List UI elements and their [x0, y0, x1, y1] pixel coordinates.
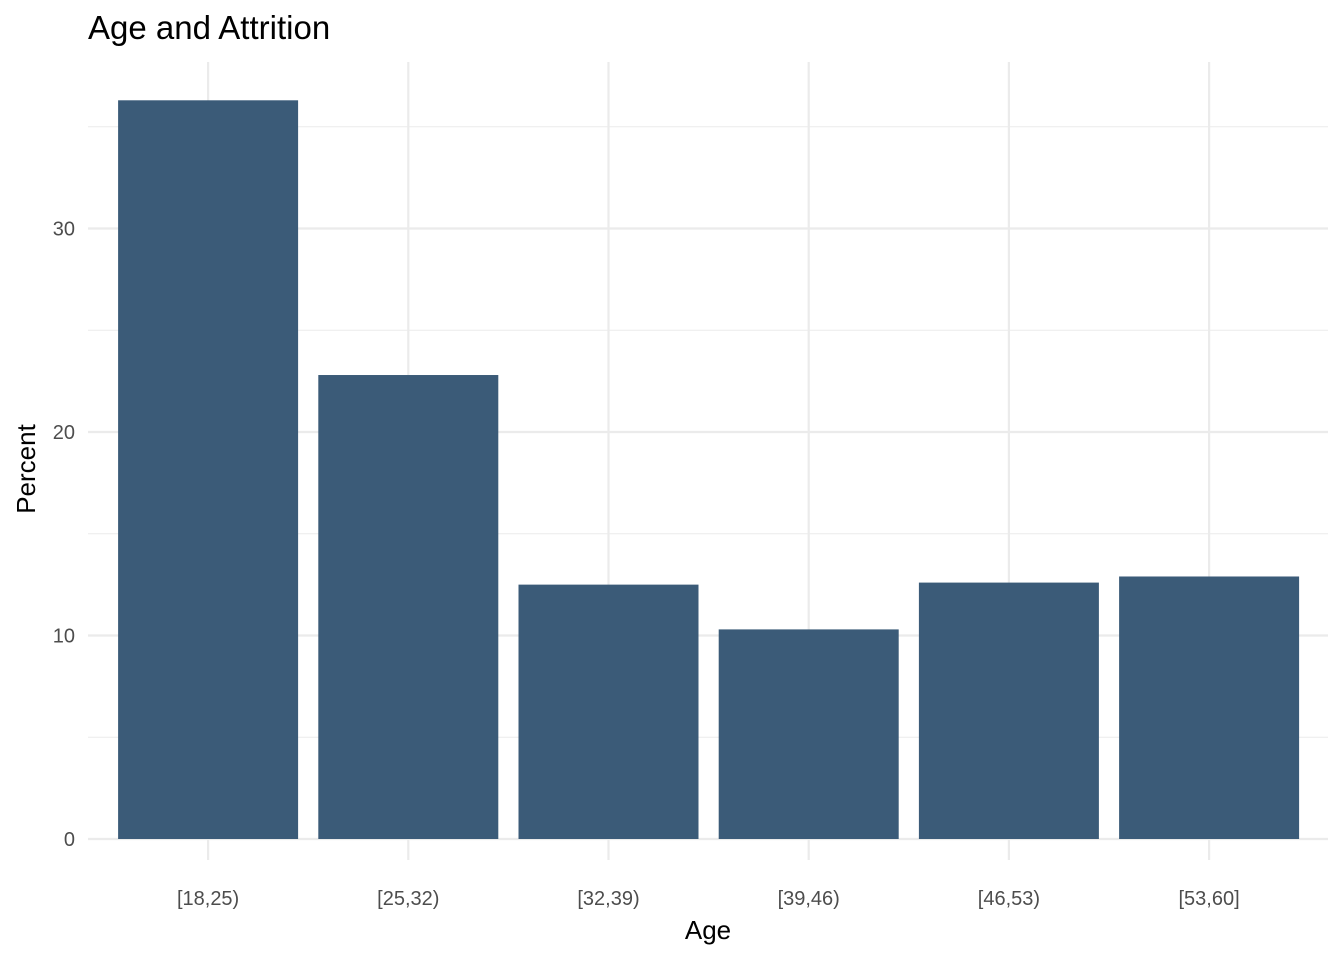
y-axis-ticks: 0 10 20 30 — [53, 219, 75, 852]
bar-3 — [718, 629, 899, 839]
bar-2 — [518, 584, 699, 839]
bars — [118, 100, 1300, 840]
bar-1 — [318, 375, 499, 839]
x-axis-ticks: [18,25) [25,32) [32,39) [39,46) [46,53) [53,6… — [177, 888, 1240, 910]
bar-4 — [918, 582, 1099, 839]
x-tick-label: [18,25) — [177, 888, 239, 910]
x-tick-label: [53,60] — [1179, 888, 1240, 910]
chart-title: Age and Attrition — [88, 9, 330, 46]
x-axis-title: Age — [685, 915, 731, 945]
x-tick-label: [32,39) — [577, 888, 639, 910]
x-tick-label: [25,32) — [377, 888, 439, 910]
y-axis-title: Percent — [11, 423, 41, 513]
y-tick-label: 20 — [53, 422, 75, 444]
y-tick-label: 30 — [53, 219, 75, 241]
y-tick-label: 10 — [53, 626, 75, 648]
x-tick-label: [46,53) — [978, 888, 1040, 910]
bar-5 — [1119, 576, 1300, 839]
bar-0 — [118, 100, 299, 840]
x-tick-label: [39,46) — [778, 888, 840, 910]
y-tick-label: 0 — [64, 829, 75, 851]
